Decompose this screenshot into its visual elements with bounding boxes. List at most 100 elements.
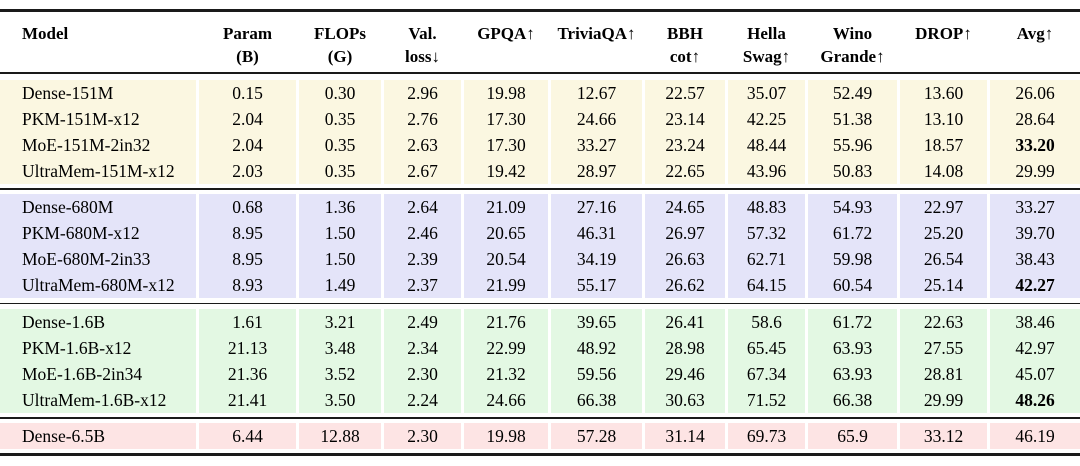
value-cell-hellaswag: 69.73 bbox=[728, 423, 805, 449]
model-name-cell: PKM-151M-x12 bbox=[0, 105, 196, 132]
value-cell-val-loss: 2.39 bbox=[384, 246, 461, 272]
value-cell-param: 8.93 bbox=[199, 272, 296, 298]
value-cell-hellaswag: 57.32 bbox=[728, 220, 805, 246]
value-cell-avg: 38.43 bbox=[990, 246, 1080, 272]
table-bottom-rule bbox=[0, 453, 1080, 456]
value-cell-gpqa: 21.09 bbox=[464, 194, 548, 220]
value-cell-hellaswag: 71.52 bbox=[728, 386, 805, 413]
model-name-cell: UltraMem-151M-x12 bbox=[0, 157, 196, 184]
column-header-line: (B) bbox=[236, 46, 259, 66]
value-cell-bbh-cot: 26.41 bbox=[645, 308, 725, 335]
value-cell-winogrande: 61.72 bbox=[808, 220, 897, 246]
table-row: MoE-1.6B-2in34 21.36 3.52 2.30 21.32 59.56 29.… bbox=[0, 360, 1080, 387]
value-cell-bbh-cot: 26.97 bbox=[645, 220, 725, 246]
value-cell-drop: 25.20 bbox=[900, 220, 987, 246]
value-cell-flops: 3.50 bbox=[299, 386, 381, 413]
table-body: Dense-151M 0.15 0.30 2.96 19.98 12.67 22.57 35.… bbox=[0, 78, 1080, 452]
value-cell-val-loss: 2.34 bbox=[384, 334, 461, 361]
value-cell-param: 8.95 bbox=[199, 246, 296, 272]
column-header-bbh-cot: BBH cot↑ bbox=[645, 22, 725, 68]
value-cell-bbh-cot: 23.14 bbox=[645, 105, 725, 132]
column-header-line: Swag↑ bbox=[742, 46, 791, 66]
value-cell-triviaqa: 66.38 bbox=[551, 386, 642, 413]
value-cell-winogrande: 52.49 bbox=[808, 79, 897, 106]
value-cell-winogrande: 59.98 bbox=[808, 246, 897, 272]
table-group-6.5B: Dense-6.5B 6.44 12.88 2.30 19.98 57.28 31.14 69… bbox=[0, 421, 1080, 451]
value-cell-gpqa: 21.99 bbox=[464, 272, 548, 298]
value-cell-hellaswag: 58.6 bbox=[728, 308, 805, 335]
table-row: Dense-1.6B 1.61 3.21 2.49 21.76 39.65 26.41 58.… bbox=[0, 308, 1080, 335]
value-cell-val-loss: 2.63 bbox=[384, 131, 461, 158]
column-header-param: Param (B) bbox=[199, 22, 296, 68]
value-cell-hellaswag: 43.96 bbox=[728, 157, 805, 184]
table-row: UltraMem-680M-x12 8.93 1.49 2.37 21.99 55.17 2… bbox=[0, 272, 1080, 298]
value-cell-winogrande: 60.54 bbox=[808, 272, 897, 298]
value-cell-bbh-cot: 29.46 bbox=[645, 360, 725, 387]
value-cell-param: 2.03 bbox=[199, 157, 296, 184]
column-header-line: (G) bbox=[327, 46, 353, 66]
value-cell-drop: 27.55 bbox=[900, 334, 987, 361]
value-cell-drop: 18.57 bbox=[900, 131, 987, 158]
value-cell-avg: 45.07 bbox=[990, 360, 1080, 387]
table-row: PKM-151M-x12 2.04 0.35 2.76 17.30 24.66 23.14 4… bbox=[0, 105, 1080, 132]
value-cell-param: 21.41 bbox=[199, 386, 296, 413]
value-cell-val-loss: 2.76 bbox=[384, 105, 461, 132]
value-cell-drop: 33.12 bbox=[900, 423, 987, 449]
value-cell-param: 6.44 bbox=[199, 423, 296, 449]
value-cell-gpqa: 20.65 bbox=[464, 220, 548, 246]
column-header-triviaqa: TriviaQA↑ bbox=[551, 22, 642, 45]
value-cell-winogrande: 61.72 bbox=[808, 308, 897, 335]
value-cell-val-loss: 2.24 bbox=[384, 386, 461, 413]
value-cell-triviaqa: 34.19 bbox=[551, 246, 642, 272]
column-header-line: cot↑ bbox=[669, 46, 701, 66]
value-cell-triviaqa: 28.97 bbox=[551, 157, 642, 184]
column-header-gpqa: GPQA↑ bbox=[464, 22, 548, 45]
value-cell-flops: 12.88 bbox=[299, 423, 381, 449]
value-cell-avg: 38.46 bbox=[990, 308, 1080, 335]
value-cell-flops: 0.35 bbox=[299, 105, 381, 132]
value-cell-param: 2.04 bbox=[199, 105, 296, 132]
table-row: PKM-680M-x12 8.95 1.50 2.46 20.65 46.31 26.97 5… bbox=[0, 220, 1080, 246]
value-cell-val-loss: 2.30 bbox=[384, 423, 461, 449]
value-cell-avg: 28.64 bbox=[990, 105, 1080, 132]
value-cell-flops: 0.30 bbox=[299, 79, 381, 106]
value-cell-drop: 29.99 bbox=[900, 386, 987, 413]
model-name-cell: Dense-1.6B bbox=[0, 308, 196, 335]
group-separator-rule bbox=[0, 188, 1080, 190]
value-cell-avg: 46.19 bbox=[990, 423, 1080, 449]
value-cell-triviaqa: 27.16 bbox=[551, 194, 642, 220]
value-cell-param: 1.61 bbox=[199, 308, 296, 335]
value-cell-gpqa: 17.30 bbox=[464, 105, 548, 132]
column-header-drop: DROP↑ bbox=[900, 22, 987, 45]
value-cell-triviaqa: 33.27 bbox=[551, 131, 642, 158]
table-row: Dense-680M 0.68 1.36 2.64 21.09 27.16 24.65 48.… bbox=[0, 194, 1080, 220]
column-header-line: loss↓ bbox=[405, 46, 440, 66]
model-name-cell: UltraMem-680M-x12 bbox=[0, 272, 196, 298]
value-cell-winogrande: 63.93 bbox=[808, 334, 897, 361]
value-cell-hellaswag: 64.15 bbox=[728, 272, 805, 298]
value-cell-drop: 13.10 bbox=[900, 105, 987, 132]
value-cell-gpqa: 22.99 bbox=[464, 334, 548, 361]
model-name-cell: PKM-1.6B-x12 bbox=[0, 334, 196, 361]
table-group-1.6B: Dense-1.6B 1.61 3.21 2.49 21.76 39.65 26.41 58.… bbox=[0, 307, 1080, 415]
model-name-cell: PKM-680M-x12 bbox=[0, 220, 196, 246]
value-cell-avg: 48.26 bbox=[990, 386, 1080, 413]
value-cell-hellaswag: 65.45 bbox=[728, 334, 805, 361]
table-top-rule bbox=[0, 9, 1080, 12]
value-cell-bbh-cot: 23.24 bbox=[645, 131, 725, 158]
model-name-cell: MoE-1.6B-2in34 bbox=[0, 360, 196, 387]
value-cell-flops: 3.48 bbox=[299, 334, 381, 361]
value-cell-hellaswag: 35.07 bbox=[728, 79, 805, 106]
value-cell-param: 8.95 bbox=[199, 220, 296, 246]
column-header-winogrande: Wino Grande↑ bbox=[808, 22, 897, 68]
value-cell-bbh-cot: 31.14 bbox=[645, 423, 725, 449]
value-cell-hellaswag: 48.83 bbox=[728, 194, 805, 220]
value-cell-gpqa: 21.32 bbox=[464, 360, 548, 387]
column-header-line: Wino bbox=[832, 23, 873, 43]
value-cell-bbh-cot: 30.63 bbox=[645, 386, 725, 413]
table-group-680M: Dense-680M 0.68 1.36 2.64 21.09 27.16 24.65 48.… bbox=[0, 192, 1080, 300]
table-row: UltraMem-1.6B-x12 21.41 3.50 2.24 24.66 66.38… bbox=[0, 386, 1080, 413]
column-header-line: FLOPs bbox=[314, 23, 366, 43]
value-cell-val-loss: 2.67 bbox=[384, 157, 461, 184]
